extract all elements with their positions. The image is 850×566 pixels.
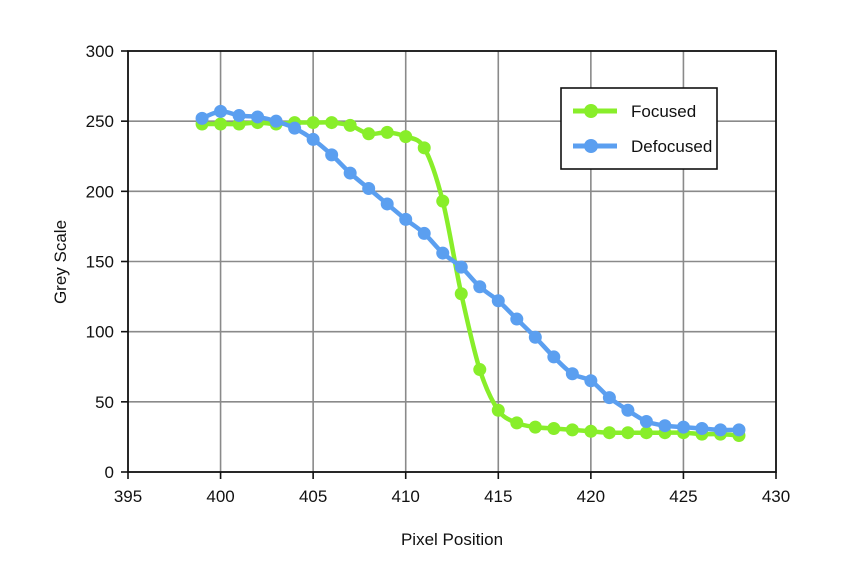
data-point-focused-415 [491, 403, 505, 417]
legend: Focused Defocused [560, 87, 718, 170]
y-tick-label-150: 150 [86, 253, 114, 272]
data-point-focused-418 [547, 421, 561, 435]
data-point-defocused-402 [251, 110, 265, 124]
data-point-focused-411 [417, 141, 431, 155]
data-point-defocused-399 [195, 111, 209, 125]
data-point-focused-413 [454, 287, 468, 301]
data-point-defocused-427 [713, 423, 727, 437]
data-point-defocused-410 [399, 212, 413, 226]
data-point-defocused-417 [528, 330, 542, 344]
data-point-defocused-406 [325, 148, 339, 162]
data-point-defocused-426 [695, 421, 709, 435]
data-point-focused-406 [325, 116, 339, 130]
x-axis-label: Pixel Position [401, 530, 503, 549]
series [195, 104, 746, 443]
data-point-defocused-416 [510, 312, 524, 326]
data-point-focused-416 [510, 416, 524, 430]
x-tick-label-405: 405 [299, 487, 327, 506]
data-point-defocused-413 [454, 260, 468, 274]
data-point-defocused-418 [547, 350, 561, 364]
data-point-focused-414 [473, 363, 487, 377]
data-point-defocused-401 [232, 109, 246, 123]
y-tick-label-250: 250 [86, 112, 114, 131]
data-point-defocused-414 [473, 280, 487, 294]
data-point-defocused-400 [214, 104, 228, 118]
data-point-defocused-405 [306, 132, 320, 146]
data-point-focused-400 [214, 117, 228, 131]
data-point-defocused-412 [436, 246, 450, 260]
data-point-focused-405 [306, 116, 320, 130]
x-tick-label-430: 430 [762, 487, 790, 506]
data-point-defocused-420 [584, 374, 598, 388]
data-point-focused-420 [584, 424, 598, 438]
data-point-defocused-409 [380, 197, 394, 211]
tick-labels: 395 400 405 410 415 420 425 430 0 50 100 150 200 250 3… [86, 42, 791, 506]
y-tick-label-300: 300 [86, 42, 114, 61]
x-tick-label-400: 400 [206, 487, 234, 506]
data-point-focused-423 [639, 426, 653, 440]
data-point-focused-419 [565, 423, 579, 437]
legend-label-focused: Focused [631, 102, 696, 121]
legend-marker-defocused [584, 139, 598, 153]
data-point-defocused-425 [676, 420, 690, 434]
legend-box [560, 87, 718, 170]
data-point-defocused-403 [269, 114, 283, 128]
data-point-defocused-415 [491, 294, 505, 308]
series-defocused [195, 104, 746, 437]
y-tick-label-100: 100 [86, 323, 114, 342]
data-point-defocused-404 [288, 121, 302, 135]
data-point-focused-417 [528, 420, 542, 434]
y-axis-label: Grey Scale [51, 220, 70, 304]
data-point-defocused-428 [732, 423, 746, 437]
data-point-focused-408 [362, 127, 376, 141]
data-point-defocused-419 [565, 367, 579, 381]
data-point-focused-410 [399, 130, 413, 144]
data-point-defocused-408 [362, 182, 376, 196]
data-point-defocused-421 [602, 391, 616, 405]
y-tick-label-50: 50 [95, 393, 114, 412]
y-tick-label-200: 200 [86, 182, 114, 201]
data-point-defocused-411 [417, 226, 431, 240]
data-point-focused-422 [621, 426, 635, 440]
legend-marker-focused [584, 104, 598, 118]
data-point-focused-409 [380, 125, 394, 139]
data-point-focused-412 [436, 194, 450, 208]
y-tick-label-0: 0 [105, 463, 114, 482]
x-tick-label-415: 415 [484, 487, 512, 506]
legend-label-defocused: Defocused [631, 137, 712, 156]
data-point-defocused-407 [343, 166, 357, 180]
x-tick-label-425: 425 [669, 487, 697, 506]
x-tick-label-410: 410 [392, 487, 420, 506]
data-point-focused-421 [602, 426, 616, 440]
data-point-defocused-424 [658, 419, 672, 433]
x-tick-label-395: 395 [114, 487, 142, 506]
data-point-focused-407 [343, 118, 357, 132]
data-point-defocused-423 [639, 414, 653, 428]
x-tick-label-420: 420 [577, 487, 605, 506]
data-point-defocused-422 [621, 403, 635, 417]
